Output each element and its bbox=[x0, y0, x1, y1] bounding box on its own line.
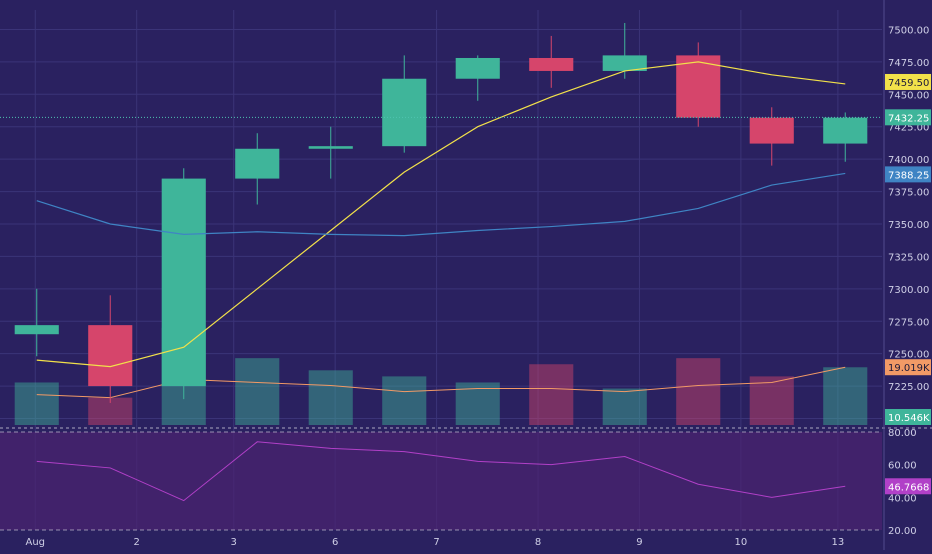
time-tick-label: 8 bbox=[535, 537, 541, 548]
last-price-label: 7432.25 bbox=[888, 113, 929, 124]
candle-body bbox=[455, 57, 500, 79]
candle-body bbox=[235, 148, 280, 179]
volume-label-bg bbox=[885, 409, 931, 425]
candle-body bbox=[88, 325, 133, 387]
last-price-label-bg bbox=[885, 109, 931, 126]
sma-fast-line bbox=[36, 61, 846, 368]
time-tick-label: Aug bbox=[26, 537, 46, 548]
price-tick-label: 7300.00 bbox=[888, 285, 929, 296]
rsi-layer bbox=[36, 441, 846, 502]
volume-bar bbox=[14, 382, 59, 425]
candle-body bbox=[382, 78, 427, 147]
price-tick-label: 7500.00 bbox=[888, 25, 929, 36]
sma-slow-line bbox=[36, 172, 846, 237]
rsi-tick-label: 40.00 bbox=[888, 493, 917, 504]
sma-slow-price-label: 7388.25 bbox=[888, 170, 929, 181]
time-tick-label: 2 bbox=[134, 537, 140, 548]
volume-bar bbox=[308, 370, 353, 425]
price-tick-label: 7475.00 bbox=[888, 58, 929, 69]
volume-layer bbox=[14, 327, 868, 425]
rsi-last-label: 46.7668 bbox=[888, 482, 929, 493]
volume-ma-label: 19.019K bbox=[888, 363, 930, 374]
candle-body bbox=[602, 55, 647, 71]
time-tick-label: 10 bbox=[735, 537, 748, 548]
sma-fast-price-label: 7459.50 bbox=[888, 78, 929, 89]
time-tick-label: 13 bbox=[832, 537, 845, 548]
price-tick-label: 7375.00 bbox=[888, 188, 929, 199]
candle-body bbox=[14, 325, 59, 335]
volume-bar bbox=[749, 376, 794, 425]
volume-bar bbox=[235, 358, 280, 425]
price-tick-label: 7450.00 bbox=[888, 90, 929, 101]
volume-bar bbox=[382, 376, 427, 425]
rsi-tick-label: 20.00 bbox=[888, 526, 917, 537]
overlay-layer bbox=[0, 61, 882, 368]
rsi-band-layer bbox=[0, 431, 882, 531]
time-tick-label: 9 bbox=[636, 537, 642, 548]
candle-body bbox=[823, 117, 868, 144]
rsi-tick-label: 60.00 bbox=[888, 461, 917, 472]
label-layer: 7459.50 7432.25 7388.25 19.019K 10.546K 46.76… bbox=[885, 73, 931, 495]
rsi-last-label-bg bbox=[885, 478, 931, 495]
sma-slow-price-label-bg bbox=[885, 166, 931, 183]
rsi-line bbox=[36, 441, 846, 502]
candle-body bbox=[676, 55, 721, 118]
candle-body bbox=[749, 117, 794, 144]
price-tick-label: 7400.00 bbox=[888, 155, 929, 166]
price-tick-label: 7225.00 bbox=[888, 382, 929, 393]
price-tick-label: 7250.00 bbox=[888, 350, 929, 361]
sma-fast-price-label-bg bbox=[885, 73, 931, 90]
candle-body bbox=[161, 178, 206, 387]
price-tick-label: 7425.00 bbox=[888, 123, 929, 134]
price-tick-label: 7275.00 bbox=[888, 317, 929, 328]
volume-ma-label-bg bbox=[885, 359, 931, 376]
time-tick-label: 3 bbox=[231, 537, 237, 548]
time-tick-label: 7 bbox=[433, 537, 439, 548]
candle-body bbox=[529, 57, 574, 71]
time-tick-label: 6 bbox=[332, 537, 338, 548]
price-tick-label: 7350.00 bbox=[888, 220, 929, 231]
rsi-band bbox=[0, 432, 882, 530]
price-tick-label: 7325.00 bbox=[888, 252, 929, 263]
volume-bar bbox=[823, 367, 868, 425]
volume-label: 10.546K bbox=[888, 413, 930, 424]
rsi-tick-label: 80.00 bbox=[888, 428, 917, 439]
candle-body bbox=[308, 146, 353, 149]
volume-bar bbox=[529, 364, 574, 425]
volume-bar bbox=[676, 358, 721, 425]
volume-bar bbox=[602, 388, 647, 425]
